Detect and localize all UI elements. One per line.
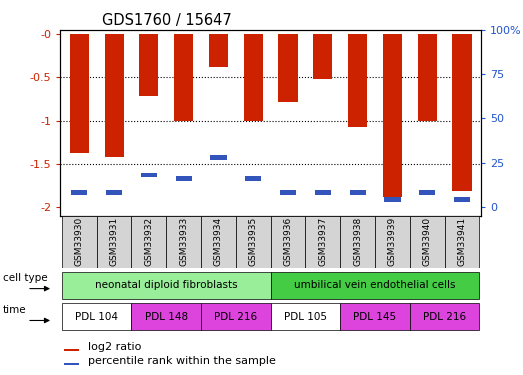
Text: GSM33931: GSM33931 [110,217,119,267]
Bar [64,349,79,351]
Bar [271,303,340,330]
Bar [410,303,480,330]
Bar [452,34,472,192]
Bar [278,34,298,102]
Bar [62,303,131,330]
Bar [201,303,271,330]
Bar [383,34,402,197]
Bar [105,34,123,157]
Text: PDL 105: PDL 105 [284,312,327,322]
Text: GSM33936: GSM33936 [283,217,292,267]
Bar [340,216,375,268]
Bar [454,197,470,202]
Bar [271,216,305,268]
Text: GSM33937: GSM33937 [319,217,327,267]
Text: GSM33934: GSM33934 [214,217,223,266]
Bar [70,34,89,153]
Bar [410,216,445,268]
Bar [62,216,97,268]
Bar [201,216,236,268]
Bar [64,363,79,365]
Text: GSM33935: GSM33935 [249,217,258,267]
Bar [236,216,271,268]
Bar [375,216,410,268]
Text: GSM33938: GSM33938 [353,217,362,267]
Text: log2 ratio: log2 ratio [87,342,141,352]
Bar [244,34,263,121]
Bar [209,34,228,67]
Text: PDL 216: PDL 216 [214,312,257,322]
Text: PDL 145: PDL 145 [354,312,396,322]
Text: PDL 148: PDL 148 [145,312,188,322]
Bar [174,34,193,121]
Bar [245,176,262,181]
Text: PDL 104: PDL 104 [75,312,118,322]
Bar [139,34,158,96]
Bar [141,172,157,177]
Bar [131,216,166,268]
Bar [97,216,131,268]
Text: GSM33933: GSM33933 [179,217,188,267]
Bar [131,303,201,330]
Bar [210,155,226,160]
Bar [305,216,340,268]
Text: GSM33940: GSM33940 [423,217,431,266]
Bar [313,34,333,79]
Text: percentile rank within the sample: percentile rank within the sample [87,356,276,366]
Text: GDS1760 / 15647: GDS1760 / 15647 [103,13,232,28]
Bar [418,34,437,121]
Text: GSM33930: GSM33930 [75,217,84,267]
Text: time: time [3,305,27,315]
Text: GSM33941: GSM33941 [458,217,467,266]
Bar [419,190,435,195]
Bar [271,272,480,298]
Text: GSM33939: GSM33939 [388,217,397,267]
Bar [280,190,296,195]
Text: umbilical vein endothelial cells: umbilical vein endothelial cells [294,280,456,290]
Bar [349,190,366,195]
Bar [340,303,410,330]
Bar [166,216,201,268]
Bar [62,272,271,298]
Bar [348,34,367,127]
Bar [315,190,331,195]
Text: PDL 216: PDL 216 [423,312,466,322]
Text: neonatal diploid fibroblasts: neonatal diploid fibroblasts [95,280,237,290]
Bar [106,190,122,195]
Text: GSM33932: GSM33932 [144,217,153,266]
Text: cell type: cell type [3,273,48,284]
Bar [384,197,401,202]
Bar [176,176,192,181]
Bar [445,216,480,268]
Bar [71,190,87,195]
